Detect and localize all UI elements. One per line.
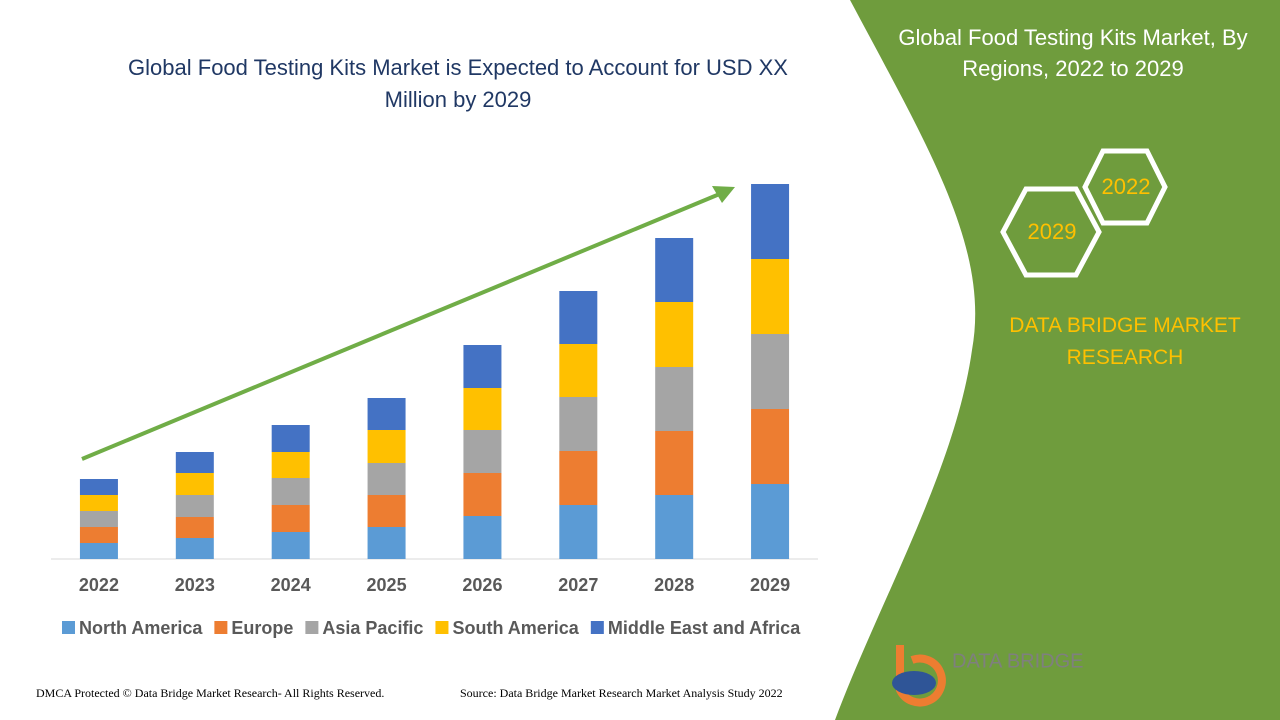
bar-segment <box>175 517 214 538</box>
bar-segment <box>79 543 118 559</box>
bar-segment <box>271 505 310 532</box>
bar-segment <box>271 425 310 452</box>
chart-title: Global Food Testing Kits Market is Expec… <box>128 55 788 112</box>
bar-segment <box>175 495 214 517</box>
legend-swatch <box>305 621 319 634</box>
bar-segment <box>655 367 694 431</box>
bar-segment <box>367 398 406 430</box>
x-tick-label: 2027 <box>558 575 598 595</box>
bar-segment <box>271 452 310 478</box>
footer-left: DMCA Protected © Data Bridge Market Rese… <box>36 686 385 700</box>
logo: DATA BRIDGE <box>892 645 1084 707</box>
bar-segment <box>463 516 502 559</box>
legend-label: Europe <box>231 618 293 638</box>
panel-title: Global Food Testing Kits Market, By Regi… <box>898 25 1248 81</box>
bar-segment <box>655 302 694 367</box>
bar-segment <box>559 397 598 451</box>
legend-label: North America <box>79 618 203 638</box>
legend-swatch <box>62 621 75 634</box>
bar-segment <box>367 495 406 527</box>
legend-swatch <box>590 621 604 634</box>
bar-segment <box>367 430 406 463</box>
bar-segment <box>79 527 118 543</box>
x-tick-label: 2026 <box>462 575 502 595</box>
bar-segment <box>271 532 310 559</box>
bar-segment <box>559 505 598 559</box>
legend-swatch <box>435 621 449 634</box>
bar-segment <box>79 495 118 511</box>
brand: DATA BRIDGE MARKET RESEARCH <box>1009 314 1241 369</box>
x-tick-label: 2028 <box>654 575 694 595</box>
bar-segment <box>751 334 790 409</box>
bar-segment <box>751 259 790 334</box>
hexagon <box>1000 186 1102 278</box>
bar-segment <box>463 345 502 388</box>
arrow-head <box>712 186 735 203</box>
bar-segment <box>175 452 214 473</box>
bar-segment <box>751 484 790 559</box>
trend-arrow <box>81 191 723 461</box>
hexagon <box>1082 148 1168 226</box>
x-tick-label: 2023 <box>175 575 215 595</box>
bar-segment <box>367 463 406 495</box>
bar-segment <box>175 538 214 559</box>
bar-segment <box>79 479 118 495</box>
bar-segment <box>655 238 694 302</box>
bar-segment <box>463 388 502 430</box>
x-tick-label: 2024 <box>271 575 311 595</box>
bar-segment <box>655 495 694 559</box>
legend-label: Asia Pacific <box>322 618 423 638</box>
hex-label: 2029 <box>1028 219 1077 244</box>
legend-label: South America <box>452 618 579 638</box>
footer-source: Source: Data Bridge Market Research Mark… <box>460 686 783 700</box>
bar-segment <box>367 527 406 559</box>
side-panel <box>835 0 1280 720</box>
x-tick-label: 2029 <box>750 575 790 595</box>
x-tick-label: 2022 <box>79 575 119 595</box>
bar-segment <box>559 344 598 397</box>
logo-text: DATA BRIDGE <box>952 650 1084 672</box>
hex-label: 2022 <box>1102 174 1151 199</box>
bar-segment <box>559 451 598 505</box>
bar-segment <box>463 430 502 473</box>
bar-segment <box>175 473 214 495</box>
bar-segment <box>655 431 694 495</box>
bar-segment <box>271 478 310 505</box>
bar-segment <box>463 473 502 516</box>
x-tick-label: 2025 <box>367 575 407 595</box>
bar-segment <box>79 511 118 527</box>
legend-swatch <box>214 621 228 634</box>
bar-segment <box>751 409 790 484</box>
bar-segment <box>559 291 598 344</box>
bar-segment <box>751 184 790 259</box>
legend-label: Middle East and Africa <box>608 618 801 638</box>
